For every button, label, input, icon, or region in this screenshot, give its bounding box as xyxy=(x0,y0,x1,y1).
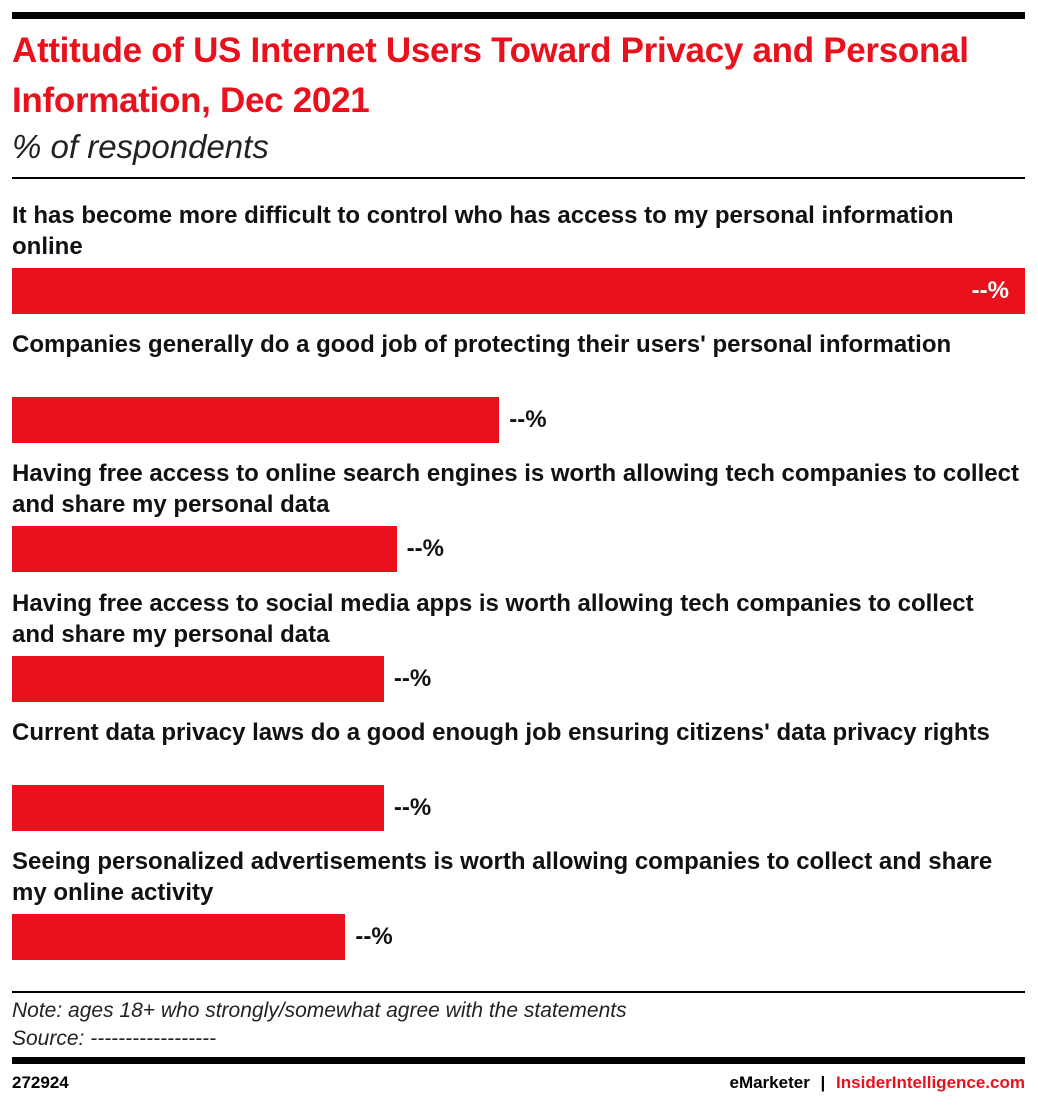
category-label: Seeing personalized advertisements is wo… xyxy=(12,848,993,906)
footer-rule xyxy=(12,991,1025,993)
value-label: --% xyxy=(355,923,393,950)
header-rule xyxy=(12,177,1025,179)
chart-id: 272924 xyxy=(12,1073,69,1092)
bottom-rule xyxy=(12,1057,1025,1064)
category-label: Having free access to social media apps … xyxy=(12,589,974,648)
separator: | xyxy=(820,1073,826,1092)
top-rule xyxy=(12,12,1025,19)
category-label: It has become more difficult to control … xyxy=(12,202,954,260)
bar xyxy=(12,526,397,573)
bar xyxy=(12,655,384,702)
brand: eMarketer xyxy=(729,1073,810,1092)
note: Note: ages 18+ who strongly/somewhat agr… xyxy=(12,999,627,1022)
value-label: --% xyxy=(509,406,547,434)
bar xyxy=(12,397,500,444)
chart-title: Attitude of US Internet Users Toward Pri… xyxy=(12,31,969,120)
value-label: --% xyxy=(393,793,432,821)
category-label: Having free access to online search engi… xyxy=(12,460,1019,519)
chart-subtitle: % of respondents xyxy=(12,128,269,165)
value-label: --% xyxy=(393,664,432,692)
bar xyxy=(12,268,1025,314)
value-label: --% xyxy=(971,277,1009,304)
source: Source: ------------------ xyxy=(12,1027,217,1050)
bar xyxy=(12,784,384,831)
category-label: Companies generally do a good job of pro… xyxy=(12,331,952,359)
category-label: Current data privacy laws do a good enou… xyxy=(12,718,990,746)
bar xyxy=(12,914,346,960)
brand-line: eMarketer | InsiderIntelligence.com xyxy=(729,1073,1025,1093)
site: InsiderIntelligence.com xyxy=(836,1073,1025,1092)
value-label: --% xyxy=(406,535,444,563)
